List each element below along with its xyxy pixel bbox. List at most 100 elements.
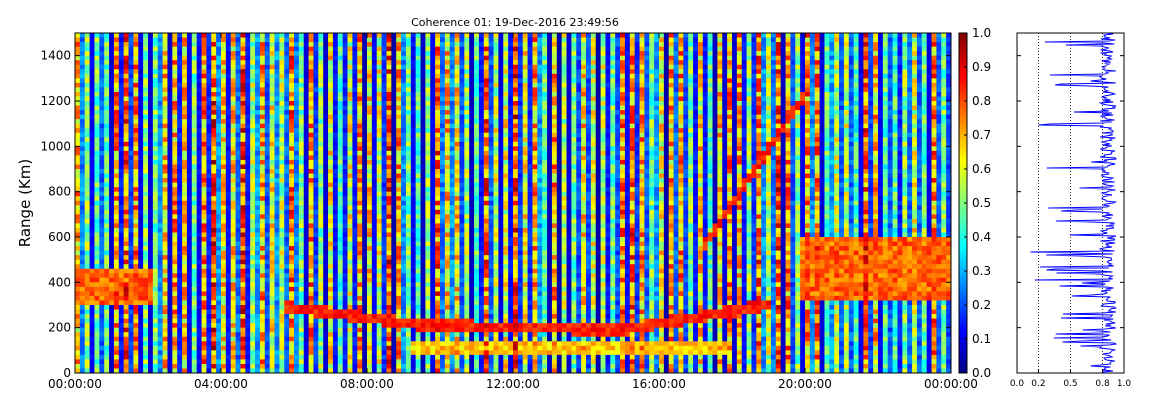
- heatmap-cell: [274, 218, 280, 224]
- heatmap-cell: [381, 305, 387, 310]
- heatmap-cell: [167, 209, 173, 215]
- heatmap-cell: [337, 42, 344, 47]
- heatmap-cell: [362, 309, 368, 315]
- heatmap-cell: [274, 87, 280, 93]
- heatmap-cell: [186, 241, 193, 247]
- heatmap-cell: [284, 96, 290, 102]
- heatmap-cell: [104, 295, 110, 301]
- heatmap-cell: [235, 286, 241, 292]
- heatmap-cell: [113, 282, 120, 288]
- heatmap-cell: [376, 237, 382, 242]
- heatmap-cell: [352, 286, 358, 292]
- heatmap-cell: [240, 250, 246, 256]
- heatmap-cell: [298, 291, 305, 297]
- heatmap-cell: [89, 323, 95, 329]
- heatmap-cell: [279, 350, 285, 356]
- heatmap-cell: [328, 132, 334, 138]
- heatmap-cell: [109, 51, 115, 57]
- heatmap-cell: [294, 205, 300, 211]
- heatmap-cell: [308, 119, 314, 125]
- heatmap-cell: [352, 164, 358, 170]
- heatmap-cell: [274, 255, 280, 261]
- heatmap-cell: [79, 146, 86, 152]
- heatmap-cell: [99, 110, 105, 115]
- heatmap-cell: [337, 341, 344, 347]
- heatmap-cell: [79, 132, 86, 138]
- heatmap-cell: [172, 96, 178, 102]
- heatmap-cell: [206, 178, 212, 183]
- heatmap-cell: [337, 196, 344, 202]
- heatmap-cell: [79, 209, 86, 215]
- heatmap-cell: [123, 123, 129, 129]
- heatmap-cell: [172, 110, 178, 115]
- heatmap-cell: [386, 246, 392, 251]
- heatmap-cell: [337, 241, 344, 247]
- heatmap-cell: [94, 264, 100, 270]
- heatmap-cell: [216, 250, 222, 256]
- heatmap-cell: [128, 191, 134, 197]
- heatmap-cell: [274, 132, 280, 138]
- heatmap-cell: [94, 345, 100, 351]
- heatmap-cell: [328, 87, 334, 93]
- heatmap-cell: [381, 141, 387, 147]
- heatmap-cell: [225, 255, 232, 261]
- heatmap-cell: [89, 150, 95, 156]
- heatmap-cell: [294, 255, 300, 261]
- heatmap-cell: [211, 218, 217, 224]
- heatmap-cell: [332, 273, 339, 279]
- heatmap-cell: [79, 314, 86, 319]
- heatmap-cell: [191, 273, 198, 279]
- heatmap-cell: [128, 286, 134, 292]
- heatmap-cell: [79, 101, 86, 106]
- heatmap-cell: [94, 101, 100, 106]
- heatmap-cell: [84, 87, 90, 93]
- heatmap-cell: [318, 300, 324, 306]
- heatmap-cell: [94, 223, 100, 229]
- heatmap-cell: [113, 110, 120, 115]
- heatmap-cell: [84, 246, 90, 251]
- heatmap-cell: [396, 146, 402, 152]
- heatmap-cell: [303, 368, 309, 373]
- heatmap-cell: [167, 150, 173, 156]
- heatmap-cell: [386, 309, 392, 315]
- heatmap-cell: [84, 205, 90, 211]
- heatmap-cell: [89, 232, 95, 238]
- heatmap-cell: [201, 150, 207, 156]
- heatmap-cell: [264, 155, 271, 161]
- heatmap-cell: [347, 169, 353, 174]
- heatmap-cell: [128, 232, 134, 238]
- heatmap-cell: [230, 241, 236, 247]
- heatmap-cell: [94, 368, 100, 373]
- heatmap-cell: [201, 87, 207, 93]
- heatmap-cell: [89, 205, 95, 211]
- heatmap-cell: [259, 314, 266, 319]
- heatmap-cell: [357, 169, 363, 174]
- heatmap-cell: [89, 96, 95, 102]
- heatmap-cell: [367, 273, 373, 279]
- heatmap-cell: [109, 119, 115, 125]
- heatmap-cell: [298, 82, 305, 88]
- heatmap-cell: [313, 323, 319, 329]
- heatmap-cell: [259, 64, 266, 70]
- heatmap-cell: [84, 327, 90, 333]
- heatmap-cell: [381, 110, 387, 115]
- heatmap-cell: [157, 255, 163, 261]
- heatmap-cell: [255, 114, 261, 120]
- heatmap-cell: [255, 255, 261, 261]
- heatmap-cell: [113, 78, 120, 84]
- heatmap-cell: [211, 150, 217, 156]
- heatmap-cell: [196, 105, 202, 111]
- heatmap-cell: [206, 237, 212, 242]
- heatmap-cell: [269, 91, 275, 97]
- heatmap-cell: [362, 268, 368, 274]
- heatmap-cell: [128, 123, 134, 129]
- heatmap-cell: [318, 159, 324, 165]
- heatmap-cell: [177, 169, 183, 174]
- heatmap-cell: [289, 96, 295, 102]
- heatmap-cell: [303, 33, 309, 38]
- heatmap-cell: [162, 69, 168, 75]
- heatmap-cell: [211, 51, 217, 57]
- heatmap-cell: [294, 300, 300, 306]
- heatmap-cell: [123, 305, 129, 310]
- heatmap-cell: [113, 101, 120, 106]
